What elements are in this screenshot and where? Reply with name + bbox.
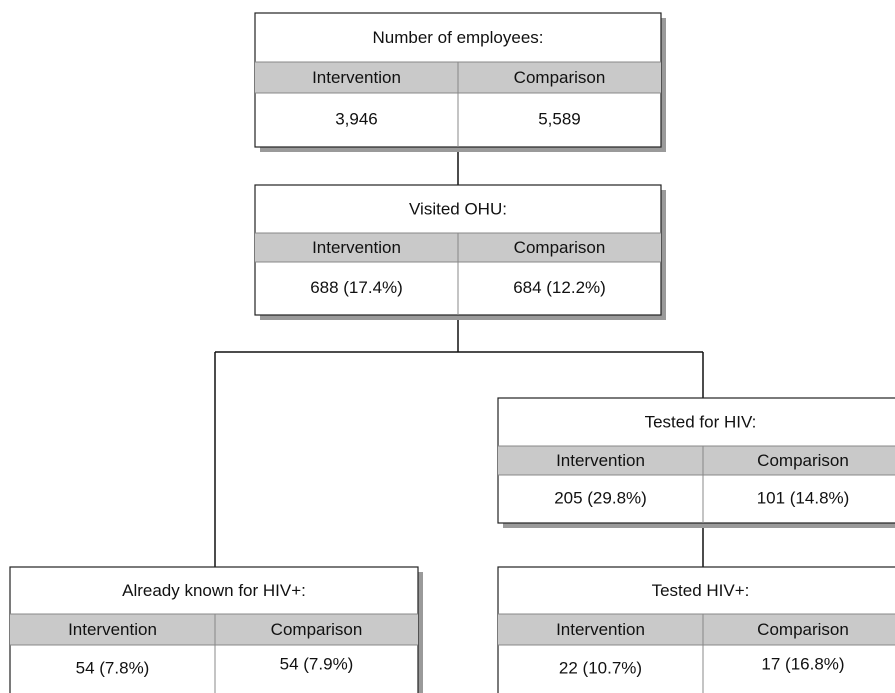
node-title: Number of employees:	[372, 28, 543, 47]
node-title: Already known for HIV+:	[122, 581, 306, 600]
cell-value: 101 (14.8%)	[757, 488, 850, 507]
column-header: Intervention	[312, 68, 401, 87]
column-header: Comparison	[514, 68, 606, 87]
cell-value: 17 (16.8%)	[761, 654, 844, 673]
cell-value: 5,589	[538, 109, 581, 128]
column-header: Comparison	[514, 238, 606, 257]
cell-value: 3,946	[335, 109, 378, 128]
cell-value: 54 (7.9%)	[280, 654, 354, 673]
node-box: Visited OHU: Intervention Comparison 688 (1…	[254, 184, 666, 320]
column-header: Intervention	[556, 620, 645, 639]
node-box: Number of employees: Intervention Comparis…	[254, 12, 666, 152]
column-header: Intervention	[312, 238, 401, 257]
connectors	[214, 147, 704, 567]
cell-value: 688 (17.4%)	[310, 278, 403, 297]
node-box: Tested for HIV: Intervention Comparison 205…	[497, 397, 895, 528]
column-header: Intervention	[556, 451, 645, 470]
column-header: Comparison	[757, 451, 849, 470]
header-band	[498, 614, 895, 645]
node-title: Visited OHU:	[409, 199, 507, 218]
node-title: Tested HIV+:	[652, 581, 750, 600]
node-box: Already known for HIV+: Intervention Compa…	[9, 566, 423, 693]
header-band	[10, 614, 418, 645]
column-header: Comparison	[271, 620, 363, 639]
cell-value: 54 (7.8%)	[76, 658, 150, 677]
cell-value: 684 (12.2%)	[513, 278, 606, 297]
column-header: Comparison	[757, 620, 849, 639]
cell-value: 205 (29.8%)	[554, 488, 647, 507]
cell-value: 22 (10.7%)	[559, 658, 642, 677]
column-header: Intervention	[68, 620, 157, 639]
header-band	[498, 446, 895, 475]
node-box: Tested HIV+: Intervention Comparison 22 (10…	[497, 566, 895, 693]
node-title: Tested for HIV:	[645, 412, 757, 431]
